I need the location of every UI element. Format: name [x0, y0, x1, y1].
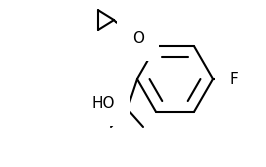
Text: O: O [132, 31, 144, 46]
Text: HO: HO [91, 96, 115, 111]
Text: F: F [230, 71, 239, 87]
